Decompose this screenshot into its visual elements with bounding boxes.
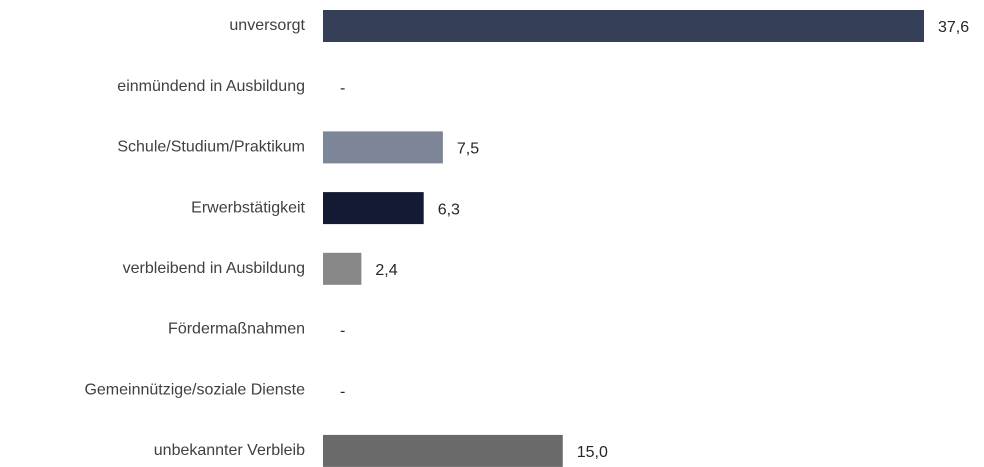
value-label: 37,6 [938, 19, 969, 36]
bars [323, 10, 924, 467]
category-label: einmündend in Ausbildung [117, 78, 305, 95]
value-label: - [340, 80, 345, 97]
bar [323, 192, 424, 225]
category-label: Schule/Studium/Praktikum [117, 139, 305, 156]
bar [323, 252, 362, 285]
value-label: 6,3 [438, 201, 460, 218]
value-label: 2,4 [375, 262, 397, 279]
bar [323, 131, 443, 164]
category-label: verbleibend in Ausbildung [123, 260, 305, 277]
value-labels: 37,6 - 7,5 6,3 2,4 - - 15,0 [340, 19, 969, 461]
value-label: 15,0 [577, 444, 608, 461]
category-label: unbekannter Verbleib [154, 442, 305, 459]
category-label: Gemeinnützige/soziale Dienste [84, 381, 305, 398]
value-label: - [340, 383, 345, 400]
category-labels: unversorgt einmündend in Ausbildung Schule… [84, 17, 305, 459]
bar [323, 10, 924, 42]
category-label: Fördermaßnahmen [168, 321, 305, 338]
category-label: Erwerbstätigkeit [191, 199, 305, 216]
value-label: 7,5 [457, 141, 479, 158]
category-label: unversorgt [229, 17, 305, 34]
bar [323, 434, 563, 467]
value-label: - [340, 323, 345, 340]
